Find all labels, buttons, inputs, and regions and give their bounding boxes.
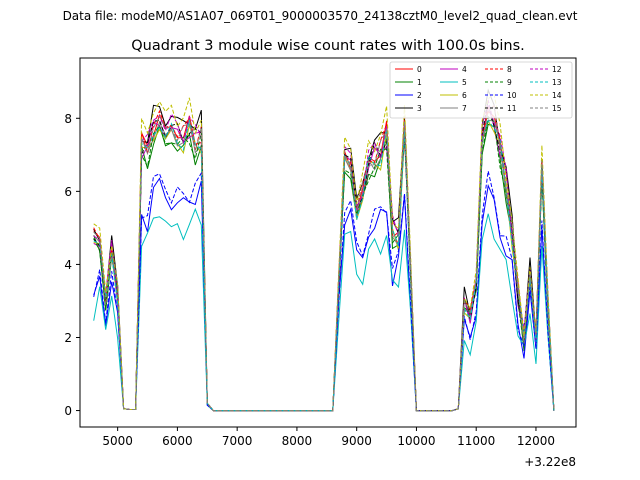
y-tick-label: 6 [64, 185, 72, 199]
legend-label-11: 11 [507, 104, 517, 113]
legend-label-9: 9 [507, 78, 512, 87]
series-layer [93, 88, 555, 412]
legend-label-15: 15 [552, 104, 562, 113]
series-line-6 [93, 119, 555, 412]
series-line-1 [93, 123, 555, 412]
legend-label-3: 3 [417, 104, 422, 113]
legend-label-4: 4 [462, 65, 467, 74]
series-line-13 [93, 119, 555, 412]
legend-label-13: 13 [552, 78, 562, 87]
legend-label-14: 14 [552, 91, 562, 100]
x-axis: 5000 6000 7000 8000 9000 10000 11000 12000 [102, 427, 555, 448]
series-line-8 [93, 105, 555, 412]
legend-label-1: 1 [417, 78, 422, 87]
x-tick-label: 8000 [282, 434, 313, 448]
legend-label-5: 5 [462, 78, 467, 87]
series-line-9 [93, 115, 555, 412]
x-tick-label: 9000 [341, 434, 372, 448]
y-tick-label: 8 [64, 112, 72, 126]
legend-label-2: 2 [417, 91, 422, 100]
x-tick-label: 10000 [397, 434, 435, 448]
series-line-0 [93, 110, 555, 412]
x-tick-label: 6000 [162, 434, 193, 448]
legend-label-0: 0 [417, 65, 422, 74]
legend-label-8: 8 [507, 65, 512, 74]
y-tick-label: 2 [64, 331, 72, 345]
series-line-4 [93, 105, 555, 412]
x-tick-label: 5000 [102, 434, 133, 448]
x-tick-label: 11000 [457, 434, 495, 448]
series-line-11 [93, 100, 555, 412]
y-tick-label: 4 [64, 258, 72, 272]
legend-label-10: 10 [507, 91, 517, 100]
y-tick-label: 0 [64, 404, 72, 418]
series-line-5 [93, 207, 555, 412]
x-tick-label: 12000 [517, 434, 555, 448]
chart-title: Quadrant 3 module wise count rates with … [131, 38, 525, 54]
legend-label-6: 6 [462, 91, 467, 100]
x-axis-offset-label: +3.22e8 [524, 455, 576, 469]
plot-area [79, 57, 577, 428]
series-line-7 [93, 119, 555, 412]
x-tick-label: 7000 [222, 434, 253, 448]
figure-suptitle: Data file: modeM0/AS1A07_069T01_90000035… [63, 9, 578, 23]
y-axis: 0 2 4 6 8 [64, 112, 80, 418]
legend-label-12: 12 [552, 65, 562, 74]
legend-label-7: 7 [462, 104, 467, 113]
axes-frame [79, 57, 577, 428]
series-line-15 [93, 105, 555, 412]
legend-box [389, 61, 573, 119]
series-line-12 [93, 99, 555, 412]
series-line-2 [93, 177, 555, 412]
